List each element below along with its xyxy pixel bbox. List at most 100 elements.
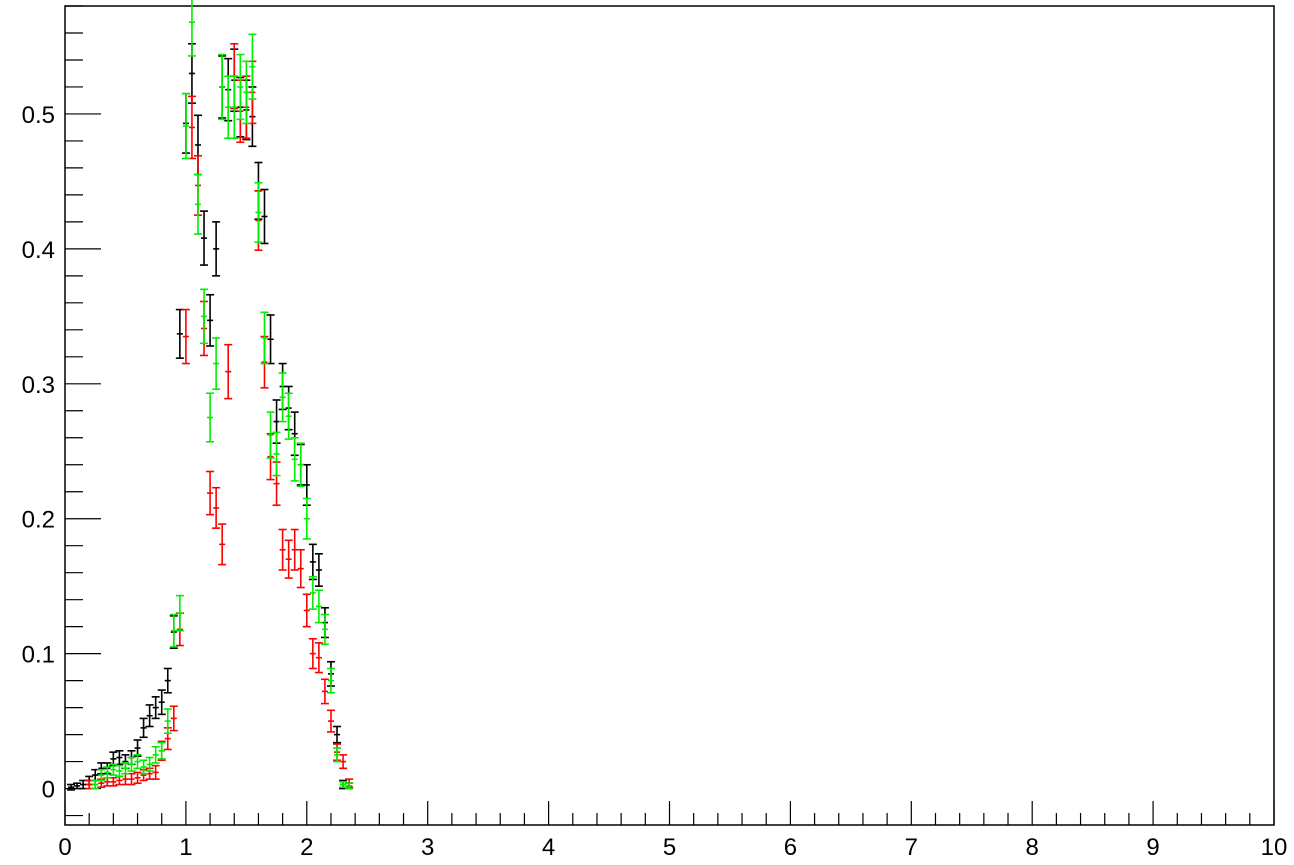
data-point (339, 781, 348, 789)
data-point (200, 288, 209, 345)
x-tick-label: 10 (1261, 834, 1288, 861)
data-point (193, 173, 202, 235)
data-point (302, 497, 311, 540)
data-point (320, 613, 329, 645)
data-point (103, 766, 112, 779)
x-tick-label: 5 (663, 834, 676, 861)
data-point (212, 337, 221, 390)
data-point (218, 523, 227, 566)
data-point (139, 717, 148, 739)
axis-layer: 0 1 2 3 4 5 6 7 8 9 10 0 0.1 0.2 0.3 0.4 0.5 (22, 5, 1288, 861)
x-tick-label: 9 (1146, 834, 1159, 861)
data-point (314, 642, 323, 674)
x-tick-label: 8 (1026, 834, 1039, 861)
data-point (139, 759, 148, 775)
data-point (284, 392, 293, 440)
data-point (333, 747, 342, 763)
data-point (296, 548, 305, 589)
data-point (151, 745, 160, 764)
data-point (218, 53, 227, 121)
data-point (212, 221, 221, 277)
data-point (85, 779, 94, 790)
y-tick-label: 0.5 (22, 102, 55, 129)
data-point (187, 95, 196, 160)
data-point (272, 431, 281, 477)
data-point (127, 756, 136, 772)
data-point (314, 552, 323, 587)
data-point (163, 708, 172, 735)
data-point (248, 33, 257, 100)
data-point (308, 575, 317, 610)
data-point (169, 705, 178, 732)
y-tick-label: 0.3 (22, 372, 55, 399)
data-point (278, 372, 287, 423)
data-point (97, 768, 106, 782)
y-tick-label: 0.2 (22, 507, 55, 534)
data-point (314, 589, 323, 624)
data-point (290, 436, 299, 482)
data-point (212, 486, 221, 529)
data-point (133, 739, 142, 757)
x-tick-label: 1 (179, 834, 192, 861)
data-point (254, 181, 263, 243)
data-point (242, 60, 251, 125)
data-point (157, 741, 166, 760)
data-point (236, 53, 245, 121)
data-point (308, 638, 317, 670)
data-point (230, 75, 239, 140)
data-point (145, 756, 154, 772)
y-tick-label: 0.4 (22, 237, 55, 264)
data-point (109, 776, 118, 787)
data-point (133, 771, 142, 784)
series-1 (85, 42, 354, 790)
data-point (296, 442, 305, 488)
x-tick-label: 7 (905, 834, 918, 861)
data-point (260, 311, 269, 365)
y-tick-label: 0.1 (22, 642, 55, 669)
data-point (151, 764, 160, 780)
x-tick-label: 6 (784, 834, 797, 861)
data-point (163, 667, 172, 694)
data-point (200, 210, 209, 266)
data-point (326, 667, 335, 694)
data-point (133, 754, 142, 770)
data-point (320, 678, 329, 705)
x-tick-label: 2 (300, 834, 313, 861)
data-point (206, 293, 215, 347)
data-point (302, 593, 311, 628)
data-point (121, 762, 130, 775)
data-point (206, 392, 215, 443)
data-point (181, 308, 190, 365)
data-point (260, 188, 269, 245)
data-point (145, 704, 154, 728)
data-point (345, 782, 354, 790)
data-point (181, 92, 190, 160)
data-point (175, 308, 184, 359)
data-point (151, 696, 160, 720)
data-point (67, 783, 76, 791)
data-point (308, 543, 317, 581)
data-point (290, 528, 299, 571)
series-2 (91, 0, 354, 790)
data-point (187, 0, 196, 57)
data-point (169, 613, 178, 648)
x-tick-label: 4 (542, 834, 555, 861)
data-point (333, 725, 342, 744)
data-point (109, 763, 118, 776)
data-layer (67, 0, 354, 791)
data-point (266, 411, 275, 459)
data-point (266, 314, 275, 365)
data-point (175, 594, 184, 632)
data-point (339, 754, 348, 770)
data-point (121, 772, 130, 786)
x-tick-label: 3 (421, 834, 434, 861)
data-point (224, 343, 233, 400)
x-tick-label: 0 (58, 834, 71, 861)
data-point (115, 764, 124, 778)
data-point (206, 470, 215, 516)
data-point (278, 528, 287, 571)
data-point (284, 539, 293, 579)
data-point (157, 689, 166, 716)
